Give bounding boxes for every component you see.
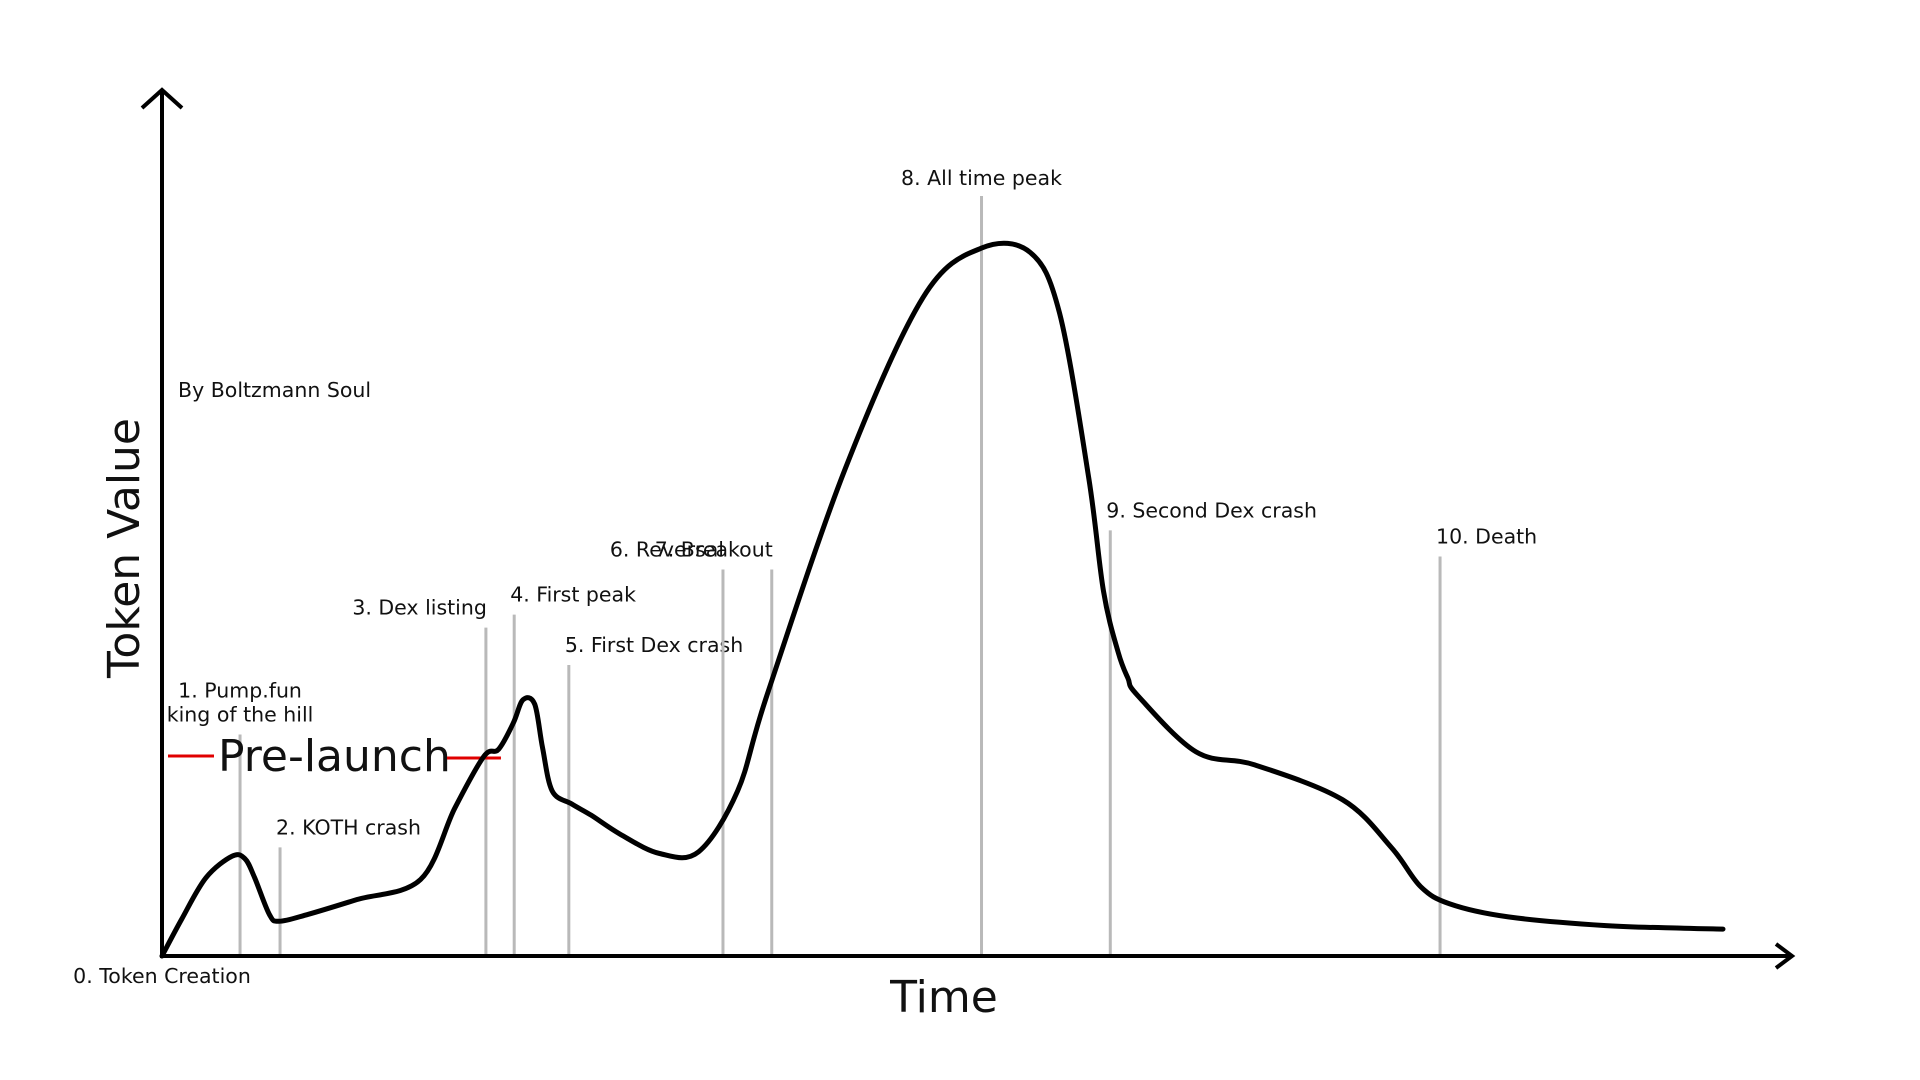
event-marker-label-line: 5. First Dex crash bbox=[565, 633, 743, 657]
event-marker-label: 6. Reversal bbox=[610, 537, 724, 561]
event-marker-label: 3. Dex listing bbox=[352, 596, 487, 620]
token-value-curve bbox=[159, 240, 1726, 959]
event-marker-label: 0. Token Creation bbox=[73, 964, 251, 988]
event-marker-label: 9. Second Dex crash bbox=[1106, 498, 1317, 522]
event-marker-label-line: 9. Second Dex crash bbox=[1106, 498, 1317, 522]
event-marker-label: 1. Pump.fun king of the hill bbox=[167, 679, 314, 727]
event-marker-label: 4. First peak bbox=[510, 583, 636, 607]
event-marker-label-line: 4. First peak bbox=[510, 583, 636, 607]
event-markers: 0. Token Creation 1. Pump.fun king of the … bbox=[73, 166, 1537, 988]
event-marker-label-line: 8. All time peak bbox=[901, 166, 1062, 190]
y-axis-arrowhead bbox=[140, 87, 184, 110]
axes bbox=[140, 87, 1796, 970]
event-marker-label: 7. Breakout bbox=[655, 537, 773, 561]
x-axis-arrowhead bbox=[1774, 942, 1796, 970]
event-marker-label-line: king of the hill bbox=[167, 703, 314, 727]
event-marker-label-line: 2. KOTH crash bbox=[276, 815, 421, 839]
prelaunch-label: Pre-launch bbox=[218, 731, 451, 782]
event-marker-label-line: 3. Dex listing bbox=[352, 596, 487, 620]
event-marker-label: 8. All time peak bbox=[901, 166, 1062, 190]
event-marker-label: 5. First Dex crash bbox=[565, 633, 743, 657]
event-marker-label-line: 1. Pump.fun bbox=[178, 679, 302, 703]
event-marker-label: 2. KOTH crash bbox=[276, 815, 421, 839]
credit-text: By Boltzmann Soul bbox=[178, 378, 371, 402]
event-marker-label: 10. Death bbox=[1436, 524, 1537, 548]
prelaunch-annotation: Pre-launch bbox=[168, 731, 501, 782]
x-axis-title: Time bbox=[889, 972, 998, 1023]
event-marker-label-line: 6. Reversal bbox=[610, 537, 724, 561]
y-axis-title: Token Value bbox=[99, 418, 150, 679]
event-marker-label-line: 7. Breakout bbox=[655, 537, 773, 561]
event-marker-label-line: 10. Death bbox=[1436, 524, 1537, 548]
event-marker-label-line: 0. Token Creation bbox=[73, 964, 251, 988]
